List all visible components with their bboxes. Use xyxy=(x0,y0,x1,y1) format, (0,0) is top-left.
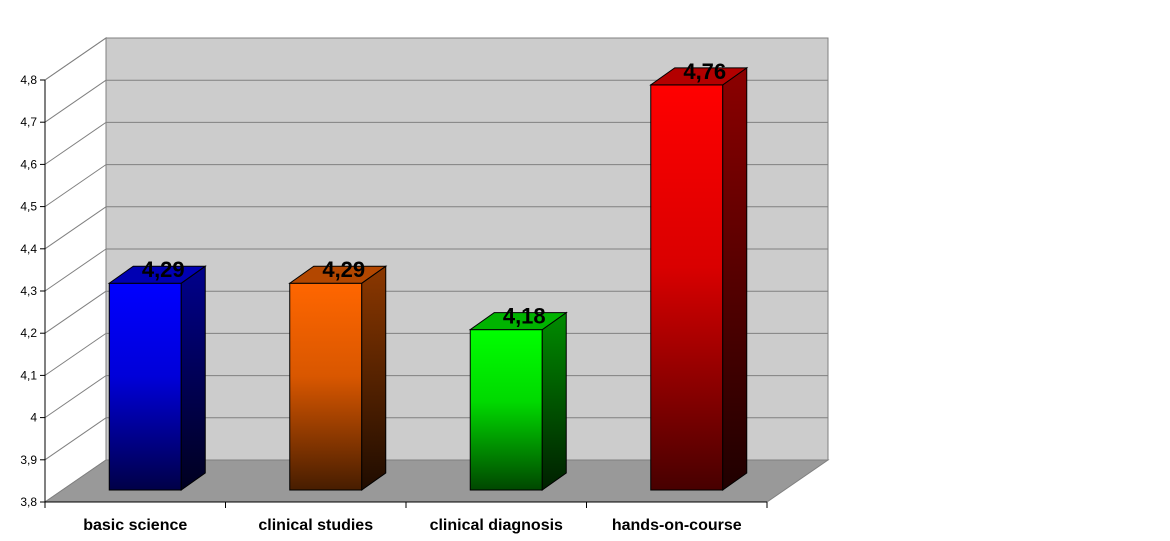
data-label: 4,76 xyxy=(683,59,726,84)
gridline-side xyxy=(44,37,107,81)
bar-top xyxy=(288,265,388,284)
bar-front xyxy=(469,329,543,491)
y-tick-label: 3,8 xyxy=(20,495,37,509)
y-tick-label: 4,3 xyxy=(20,284,37,298)
gridline-side xyxy=(44,290,107,334)
category-label: clinical diagnosis xyxy=(430,517,563,534)
y-tick-label: 4,8 xyxy=(20,73,37,87)
bar xyxy=(468,311,568,491)
gridline-side xyxy=(44,164,107,208)
y-tick-label: 4 xyxy=(30,411,37,425)
bars xyxy=(107,66,749,491)
y-tick-label: 4,6 xyxy=(20,157,37,171)
gridline-side xyxy=(44,332,107,376)
bar-front xyxy=(108,282,182,491)
bar-side xyxy=(541,311,567,491)
bar-top xyxy=(649,67,749,86)
y-tick-label: 4,4 xyxy=(20,242,37,256)
bar-top xyxy=(468,312,568,331)
y-tick-label: 4,1 xyxy=(20,368,37,382)
gridline-side xyxy=(44,375,107,419)
axes: 3,8 3,9 4 4,1 4,2 4,3 4,4 4,5 4,6 4,7 4,8 xyxy=(20,73,768,509)
bar-side xyxy=(180,265,206,491)
category-label: clinical studies xyxy=(258,517,373,534)
y-tick-label: 3,9 xyxy=(20,453,37,467)
bar-side xyxy=(722,66,748,491)
bar-side xyxy=(361,265,387,491)
y-tick-label: 4,2 xyxy=(20,326,37,340)
bar xyxy=(649,66,749,491)
gridline-side xyxy=(44,206,107,250)
data-label: 4,29 xyxy=(322,257,365,282)
bar-front xyxy=(650,84,724,491)
y-tick-label: 4,7 xyxy=(20,115,37,129)
data-label: 4,18 xyxy=(503,304,546,329)
bar-front xyxy=(289,282,363,491)
bar xyxy=(107,265,207,491)
gridline-side xyxy=(44,417,107,461)
data-label: 4,29 xyxy=(142,257,185,282)
category-label: hands-on-course xyxy=(612,517,742,534)
category-label: basic science xyxy=(83,517,187,534)
bar-top xyxy=(107,265,207,284)
gridline-side xyxy=(44,248,107,292)
gridline-side xyxy=(44,79,107,123)
gridline-side xyxy=(44,121,107,165)
bar xyxy=(288,265,388,491)
y-tick-label: 4,5 xyxy=(20,200,37,214)
labels: 4,29 basic science 4,29 clinical studies 4,1… xyxy=(83,59,742,534)
